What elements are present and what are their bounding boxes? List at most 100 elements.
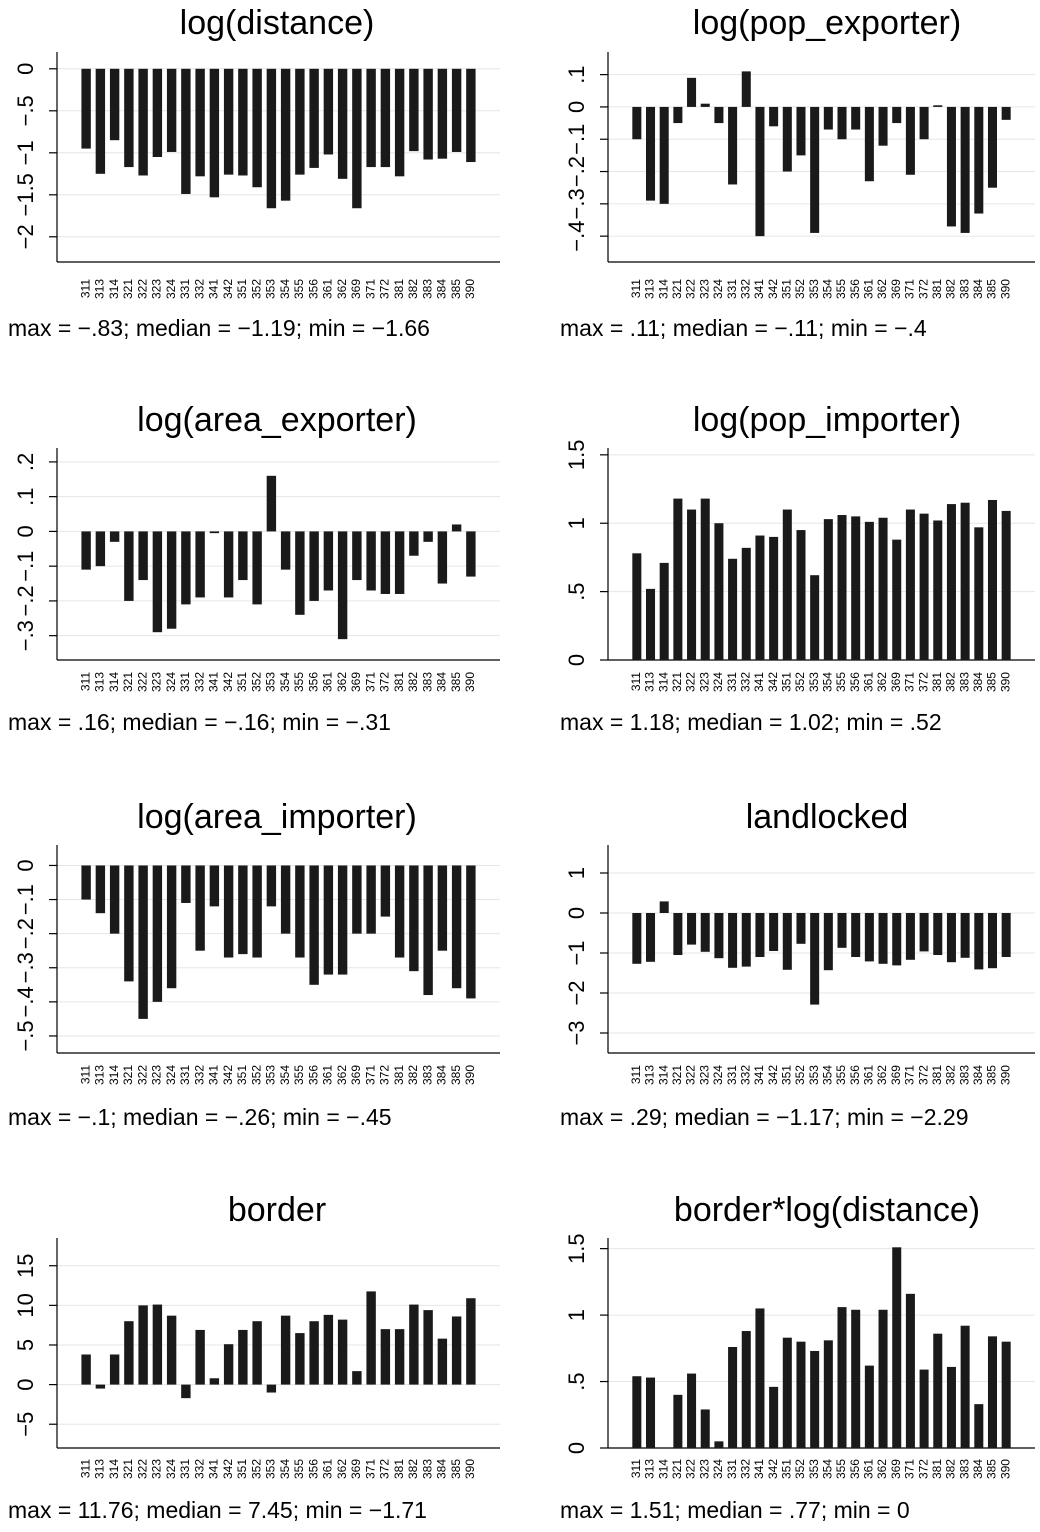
bar-313	[646, 913, 656, 962]
bar-351	[238, 1329, 248, 1385]
bar-385	[451, 68, 462, 152]
y-tick-label: .1	[13, 487, 38, 505]
bar-369	[892, 539, 902, 660]
bar-385	[451, 865, 462, 989]
chart-caption: max = 11.76; median = 7.45; min = −1.71	[8, 1497, 427, 1523]
bar-361	[864, 913, 874, 962]
x-tick-label: 354	[821, 279, 835, 299]
x-tick-label: 342	[221, 279, 235, 299]
y-tick-label: 0	[13, 859, 38, 871]
x-tick-label: 384	[435, 1065, 449, 1085]
bar-342	[769, 1386, 779, 1448]
bar-384	[974, 106, 984, 214]
x-tick-label: 324	[164, 1065, 178, 1085]
bar-361	[323, 531, 334, 591]
chart-title: log(area_importer)	[137, 798, 417, 836]
bar-354	[280, 68, 291, 201]
bar-322	[138, 865, 148, 1019]
x-tick-label: 324	[164, 279, 178, 299]
bar-331	[728, 106, 738, 185]
bar-369	[892, 913, 902, 966]
bar-384	[437, 865, 448, 951]
bar-324	[714, 523, 724, 660]
bar-353	[810, 913, 820, 1005]
bar-322	[138, 1305, 148, 1385]
bar-354	[823, 519, 833, 660]
chart-title: border*log(distance)	[674, 1191, 980, 1229]
bar-324	[166, 1315, 177, 1385]
x-tick-label: 390	[463, 1459, 477, 1479]
bar-369	[352, 865, 362, 934]
bar-382	[409, 531, 419, 556]
bar-353	[810, 575, 820, 660]
bar-381	[933, 105, 943, 107]
bar-371	[905, 1293, 915, 1448]
y-tick-label: −.3	[13, 952, 38, 983]
x-tick-label: 381	[392, 279, 406, 299]
y-tick-label: .5	[564, 582, 589, 600]
bar-384	[437, 1338, 448, 1385]
bar-341	[209, 1378, 220, 1385]
bar-324	[714, 1441, 724, 1448]
x-tick-label: 382	[944, 279, 958, 299]
chart-panel-1: log(distance) 0 −.5 −1 −1.5 −2 311 313 314 321 322…	[8, 4, 500, 341]
x-tick-label: 385	[449, 1065, 463, 1085]
bar-351	[782, 1337, 792, 1448]
bar-351	[782, 913, 792, 970]
bar-342	[223, 531, 234, 598]
bar-353	[266, 865, 277, 907]
bar-322	[687, 1373, 697, 1448]
y-tick-label: 1.5	[564, 1233, 589, 1264]
x-tick-label: 371	[363, 672, 377, 692]
bar-369	[892, 106, 902, 124]
bar-311	[81, 68, 91, 149]
x-tick-label: 369	[889, 672, 903, 692]
y-tick-label: −.3	[564, 188, 589, 219]
bar-371	[366, 531, 376, 591]
x-tick-label: 385	[985, 279, 999, 299]
x-tick-label: 362	[875, 279, 889, 299]
x-tick-label: 341	[207, 1065, 221, 1085]
bar-369	[352, 68, 362, 209]
x-tick-label: 390	[998, 672, 1012, 692]
x-tick-label: 351	[779, 1065, 793, 1085]
x-tick-label: 352	[249, 1459, 263, 1479]
x-tick-label: 322	[684, 1065, 698, 1085]
x-tick-label: 311	[78, 1459, 92, 1478]
x-tick-label: 362	[875, 1065, 889, 1085]
x-tick-label: 331	[178, 1065, 192, 1085]
bar-372	[919, 1369, 929, 1448]
chart-title: log(pop_exporter)	[693, 4, 961, 42]
y-tick-label: 0	[13, 525, 38, 537]
bar-383	[423, 68, 433, 160]
bar-341	[209, 865, 220, 907]
x-tick-label: 354	[821, 672, 835, 692]
bar-324	[166, 865, 177, 989]
x-tick-label: 332	[738, 672, 752, 692]
bar-361	[864, 1365, 874, 1448]
x-tick-label: 356	[306, 672, 320, 692]
bar-382	[946, 913, 956, 963]
bar-311	[632, 913, 642, 964]
x-tick-label: 384	[971, 1459, 985, 1479]
x-tick-label: 382	[944, 1459, 958, 1479]
x-tick-label: 382	[406, 1459, 420, 1479]
bar-385	[451, 524, 462, 532]
x-tick-label: 321	[121, 1459, 135, 1479]
x-tick-label: 355	[834, 1459, 848, 1479]
x-tick-label: 372	[916, 672, 930, 692]
y-tick-label: 0	[564, 907, 589, 919]
bar-323	[152, 68, 163, 157]
x-tick-label: 383	[957, 1065, 971, 1085]
bar-342	[223, 865, 234, 958]
x-tick-label: 323	[697, 672, 711, 692]
bar-371	[905, 106, 915, 175]
bar-352	[252, 531, 262, 605]
x-tick-label: 353	[264, 1065, 278, 1085]
x-tick-label: 384	[435, 672, 449, 692]
bar-361	[323, 68, 334, 155]
bar-313	[95, 68, 106, 174]
x-tick-label: 355	[834, 672, 848, 692]
